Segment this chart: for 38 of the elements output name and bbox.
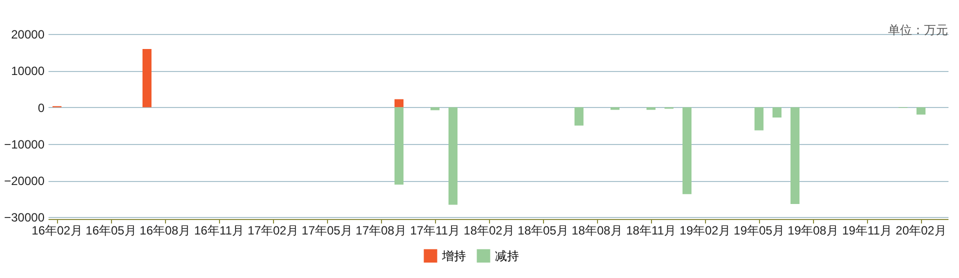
y-tick-label: −10000: [4, 137, 45, 152]
x-tick-label: 16年05月: [86, 224, 136, 238]
bar: [448, 107, 458, 205]
bar: [754, 107, 764, 130]
x-tick-label: 17年11月: [410, 224, 460, 238]
bar: [772, 107, 782, 118]
legend-label: 减持: [495, 248, 519, 263]
y-tick-label: −30000: [4, 210, 45, 225]
x-tick-label: 16年11月: [194, 224, 244, 238]
x-tick-label: 18年05月: [518, 224, 568, 238]
x-tick-label: 17年08月: [356, 224, 406, 238]
x-tick-label: 18年11月: [626, 224, 676, 238]
bar: [610, 107, 620, 110]
annotation: 单位：万元: [888, 23, 948, 37]
x-tick-label: 16年02月: [32, 224, 82, 238]
x-tick-label: 18年08月: [572, 224, 622, 238]
bar: [394, 99, 404, 108]
y-tick-label: 0: [38, 100, 45, 115]
x-tick-label: 19年02月: [680, 224, 730, 238]
x-tick-label: 20年02月: [896, 224, 946, 238]
x-tick-label: 19年05月: [734, 224, 784, 238]
x-tick-label: 17年05月: [302, 224, 352, 238]
legend-label: 增持: [441, 248, 466, 263]
bar: [646, 107, 656, 110]
bar: [142, 49, 152, 108]
y-tick-label: −20000: [4, 174, 45, 188]
x-tick-label: 19年08月: [788, 224, 838, 238]
y-tick-label: 20000: [11, 28, 45, 42]
x-tick-label: 16年08月: [140, 224, 190, 238]
bar: [682, 107, 692, 194]
x-tick-label: 18年02月: [464, 224, 514, 238]
bar: [916, 107, 926, 115]
y-tick-label: 10000: [11, 64, 45, 78]
bar: [790, 107, 800, 204]
x-tick-label: 19年11月: [842, 224, 892, 238]
bar: [574, 107, 584, 126]
x-tick-label: 17年02月: [248, 224, 298, 238]
bar: [394, 107, 404, 185]
